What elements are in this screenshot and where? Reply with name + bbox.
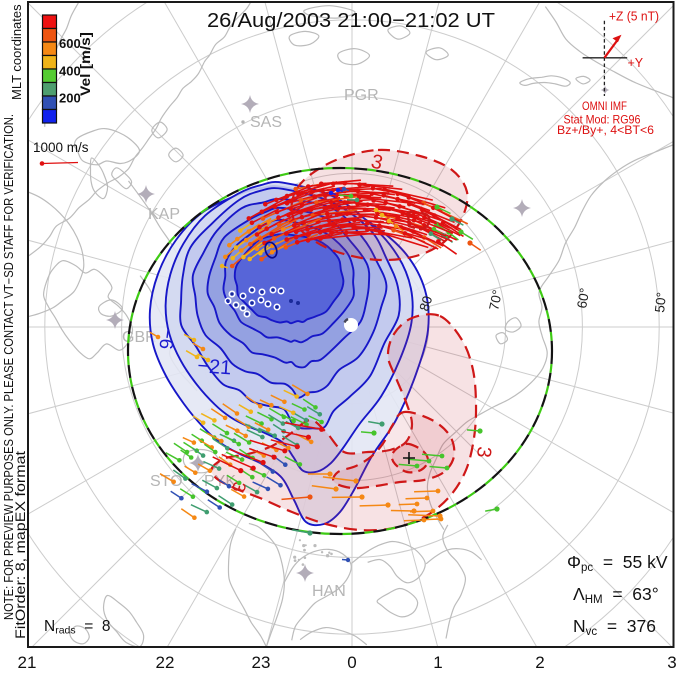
svg-text:23: 23 bbox=[252, 653, 271, 672]
svg-text:MLT coordinates: MLT coordinates bbox=[9, 4, 24, 100]
svg-text:0: 0 bbox=[347, 653, 356, 672]
svg-text:Vel [m/s]: Vel [m/s] bbox=[78, 32, 93, 96]
svg-text:NOTE: FOR PREVIEW PURPOSES ONL: NOTE: FOR PREVIEW PURPOSES ONLY. PLEASE … bbox=[2, 114, 16, 620]
svg-text:+Z (5 nT): +Z (5 nT) bbox=[609, 10, 659, 24]
svg-text:2: 2 bbox=[535, 653, 544, 672]
svg-text:21: 21 bbox=[18, 653, 37, 672]
svg-text:3: 3 bbox=[667, 653, 676, 672]
svg-text:+Y: +Y bbox=[628, 56, 644, 70]
svg-text:400: 400 bbox=[59, 64, 81, 79]
svg-text:−21: −21 bbox=[197, 355, 232, 379]
svg-text:Bz+/By+, 4<BT<6: Bz+/By+, 4<BT<6 bbox=[557, 123, 654, 137]
svg-text:3: 3 bbox=[228, 480, 249, 493]
svg-text:200: 200 bbox=[59, 91, 81, 106]
svg-text:3: 3 bbox=[369, 151, 385, 175]
svg-text:−6: −6 bbox=[154, 326, 177, 350]
svg-text:FitOrder: 8, mapEX format: FitOrder: 8, mapEX format bbox=[13, 451, 28, 639]
svg-text:KAP: KAP bbox=[148, 206, 180, 223]
svg-text:GBR: GBR bbox=[122, 329, 157, 346]
svg-text:Φpc = 55 kV: Φpc = 55 kV bbox=[567, 552, 668, 574]
svg-text:60°: 60° bbox=[574, 287, 592, 310]
svg-text:SAS: SAS bbox=[250, 114, 282, 131]
svg-text:80: 80 bbox=[417, 294, 436, 313]
svg-text:STO: STO bbox=[150, 473, 183, 490]
svg-text:Nvc = 376: Nvc = 376 bbox=[573, 616, 656, 638]
svg-text:600: 600 bbox=[59, 36, 81, 51]
svg-text:50°: 50° bbox=[652, 291, 669, 313]
svg-text:70°: 70° bbox=[486, 289, 505, 312]
svg-text:OMNI IMF: OMNI IMF bbox=[582, 99, 627, 113]
svg-text:26/Aug/2003 21:00−21:02 UT: 26/Aug/2003 21:00−21:02 UT bbox=[207, 9, 495, 32]
svg-text:1: 1 bbox=[433, 653, 442, 672]
svg-text:PGR: PGR bbox=[344, 87, 379, 104]
svg-text:22: 22 bbox=[156, 653, 175, 672]
svg-text:HAN: HAN bbox=[312, 583, 346, 600]
svg-text:3: 3 bbox=[472, 446, 495, 459]
svg-text:Stat Mod: RG96: Stat Mod: RG96 bbox=[564, 113, 641, 127]
svg-text:1000 m/s: 1000 m/s bbox=[33, 140, 89, 155]
svg-text:Nrads = 8: Nrads = 8 bbox=[44, 618, 111, 637]
